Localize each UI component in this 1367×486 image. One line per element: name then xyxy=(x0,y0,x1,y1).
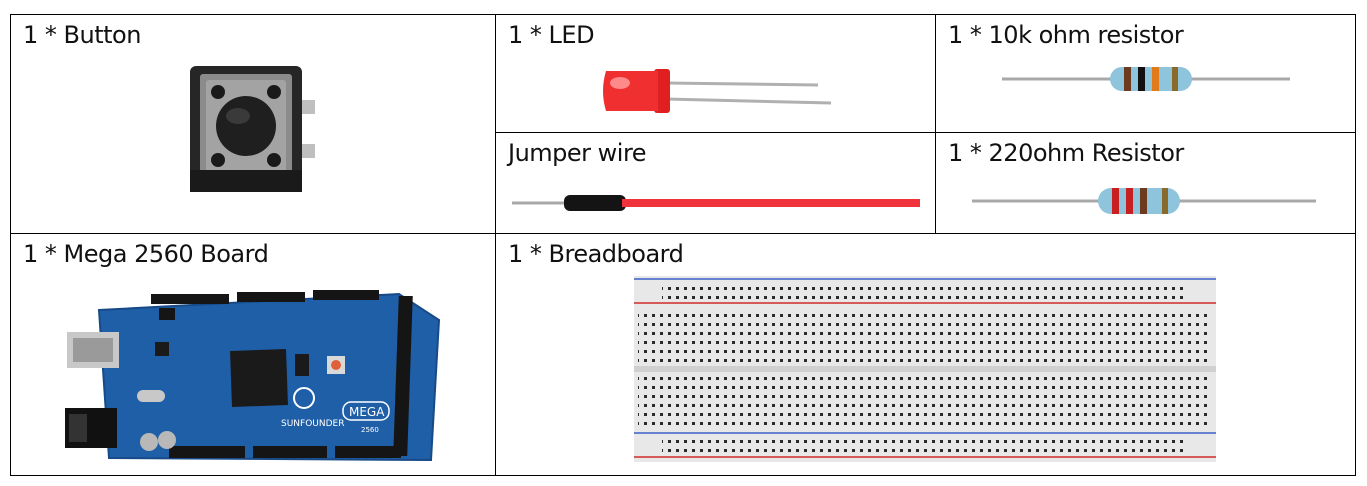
button-label: 1 * Button xyxy=(23,21,141,49)
board-number-text: 2560 xyxy=(361,426,379,434)
jumper-wire-image xyxy=(512,195,920,211)
board-model-text: MEGA xyxy=(349,405,385,419)
led-label: 1 * LED xyxy=(508,21,595,49)
resistor-10k-cell: 1 * 10k ohm resistor xyxy=(935,14,1356,133)
resistor-220-cell: 1 * 220ohm Resistor xyxy=(935,132,1356,234)
mega-board-label: 1 * Mega 2560 Board xyxy=(23,240,269,268)
mega-board-image: SUNFOUNDER MEGA 2560 xyxy=(65,290,441,462)
resistor-220-image xyxy=(972,188,1316,214)
pushbutton-image xyxy=(190,66,315,192)
led-image xyxy=(603,69,832,113)
jumper-wire-label: Jumper wire xyxy=(508,139,647,167)
breadboard-cell: 1 * Breadboard xyxy=(495,233,1356,476)
resistor-10k-image xyxy=(1002,67,1290,91)
resistor-220-label: 1 * 220ohm Resistor xyxy=(948,139,1184,167)
board-brand-text: SUNFOUNDER xyxy=(281,419,344,429)
breadboard-image xyxy=(634,276,1216,462)
mega-board-cell: 1 * Mega 2560 Board xyxy=(10,233,496,476)
breadboard-label: 1 * Breadboard xyxy=(508,240,684,268)
button-cell: 1 * Button xyxy=(10,14,496,234)
resistor-10k-label: 1 * 10k ohm resistor xyxy=(948,21,1184,49)
led-cell: 1 * LED xyxy=(495,14,936,133)
components-table: 1 * Button 1 * LED 1 * 10k ohm re xyxy=(10,14,1356,476)
jumper-wire-cell: Jumper wire xyxy=(495,132,936,234)
